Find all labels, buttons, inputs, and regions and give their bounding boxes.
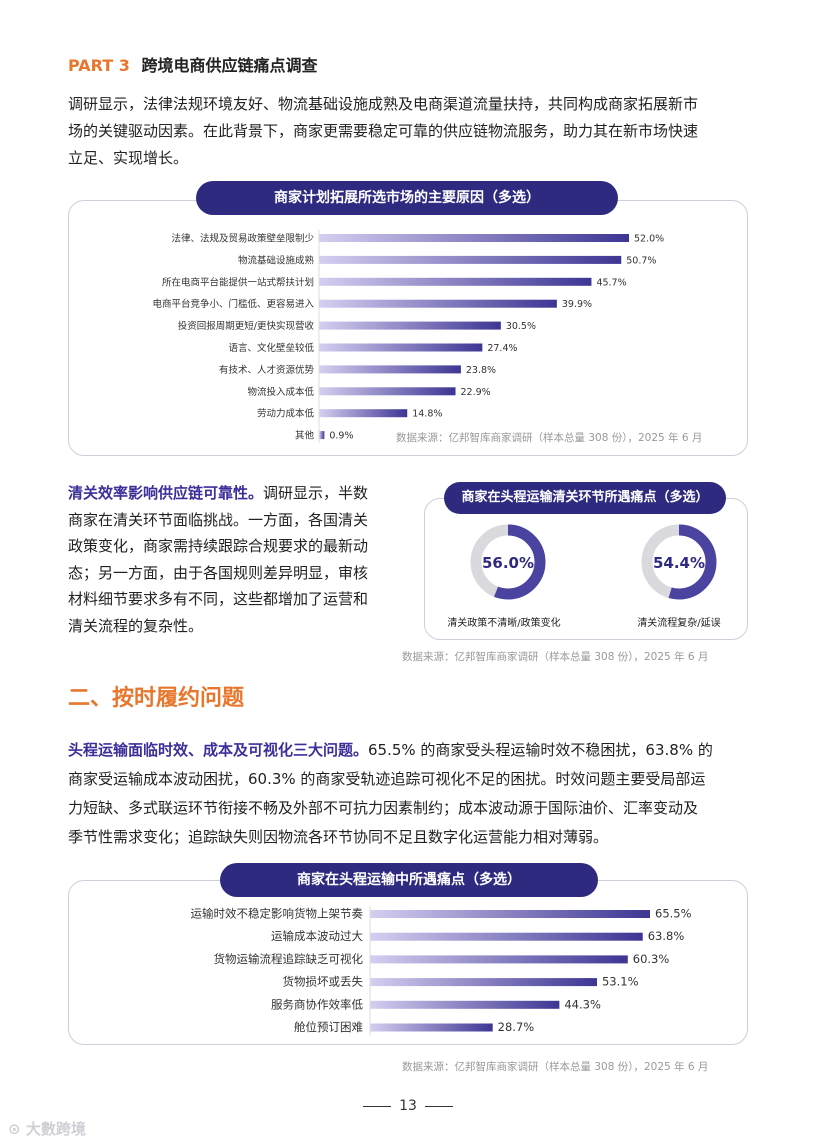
customs-line: 清关流程的复杂性。 — [68, 616, 204, 635]
bar — [370, 978, 597, 987]
customs-lead: 清关效率影响供应链可靠性。 — [68, 484, 264, 502]
intro-line: 调研显示，法律法规环境友好、物流基础设施成熟及电商渠道流量扶持，共同构成商家拓展… — [68, 95, 699, 113]
chart2-source: 数据来源：亿邦智库商家调研（样本总量 308 份），2025 年 6 月 — [402, 651, 709, 663]
section-heading: 二、按时履约问题 — [68, 686, 245, 711]
bar-value-label: 22.9% — [461, 387, 491, 398]
bar-category-label: 物流基础设施成熟 — [238, 254, 315, 266]
intro-paragraph: 调研显示，法律法规环境友好、物流基础设施成熟及电商渠道流量扶持，共同构成商家拓展… — [68, 91, 758, 172]
watermark-text: 大數跨境 — [25, 1120, 86, 1138]
bar-value-label: 53.1% — [602, 975, 639, 989]
bar-value-label: 65.5% — [655, 907, 692, 921]
bar — [319, 431, 325, 440]
bar-category-label: 运输时效不稳定影响货物上架节奏 — [191, 907, 364, 921]
bar — [319, 365, 461, 374]
chart1-svg: 法律、法规及贸易政策壁垒限制少 52.0% 物流基础设施成熟 50.7% 所在电商平台能… — [152, 230, 664, 444]
chart2-title: 商家在头程运输清关环节所遇痛点（多选） — [444, 482, 726, 514]
bar-value-label: 60.3% — [633, 952, 670, 966]
chart3-svg: 运输时效不稳定影响货物上架节奏 65.5% 运输成本波动过大 63.8% 货物运输流程追… — [191, 906, 692, 1036]
bar-value-label: 44.3% — [564, 997, 601, 1011]
customs-line: 商家在清关环节面临挑战。一方面，各国清关 — [68, 510, 369, 529]
bar-value-label: 45.7% — [596, 277, 626, 288]
bar — [319, 299, 557, 308]
bar — [319, 343, 483, 352]
bar-category-label: 服务商协作效率低 — [271, 997, 363, 1011]
bar-category-label: 电商平台竞争小、门槛低、更容易进入 — [152, 298, 314, 310]
intro-line: 场的关键驱动因素。在此背景下，商家更需要稳定可靠的供应链物流服务，助力其在新市场… — [68, 122, 699, 140]
bar-category-label: 有技术、人才资源优势 — [219, 364, 315, 376]
bar-category-label: 投资回报周期更短/更快实现营收 — [178, 320, 315, 332]
donut-arc — [470, 524, 546, 600]
customs-line: 政策变化，商家需持续跟踪合规要求的最新动 — [68, 537, 369, 555]
bar-value-label: 14.8% — [412, 409, 442, 420]
bar-category-label: 语言、文化壁垒较低 — [228, 342, 314, 354]
bar-value-label: 28.7% — [498, 1020, 535, 1034]
bar-value-label: 27.4% — [487, 343, 517, 354]
fulfill-paragraph: 头程运输面临时效、成本及可视化三大问题。65.5% 的商家受头程运输时效不稳困扰… — [68, 736, 758, 852]
bar — [370, 910, 650, 918]
fulfill-line: 力短缺、多式联运环节衔接不畅及外部不可抗力因素制约；成本波动源于国际油价、汇率变… — [68, 799, 699, 817]
fulfill-line: 65.5% 的商家受头程运输时效不稳困扰，63.8% 的 — [368, 741, 713, 759]
intro-line: 立足、实现增长。 — [68, 149, 189, 167]
bar-value-label: 39.9% — [562, 299, 592, 310]
bar-value-label: 50.7% — [626, 255, 656, 266]
page-number: 13 — [0, 1098, 816, 1114]
fulfill-line: 商家受运输成本波动困扰，60.3% 的商家受轨迹追踪可视化不足的困扰。时效问题主… — [68, 770, 706, 788]
chart3-source: 数据来源：亿邦智库商家调研（样本总量 308 份），2025 年 6 月 — [402, 1061, 709, 1073]
donut1-caption: 清关政策不清晰/政策变化 — [447, 618, 561, 629]
chart3-title: 商家在头程运输中所遇痛点（多选） — [220, 863, 598, 897]
bar — [319, 409, 408, 418]
bar-category-label: 法律、法规及贸易政策壁垒限制少 — [171, 233, 314, 245]
bar — [370, 1000, 560, 1009]
bar-value-label: 63.8% — [648, 929, 685, 943]
donut2-caption: 清关流程复杂/延误 — [637, 618, 721, 629]
part-header: PART 3 跨境电商供应链痛点调查 — [68, 52, 317, 76]
bar-category-label: 物流投入成本低 — [247, 386, 314, 398]
customs-paragraph: 清关效率影响供应链可靠性。调研显示，半数 商家在清关环节面临挑战。一方面，各国清… — [68, 480, 408, 639]
bar-category-label: 所在电商平台能提供一站式帮扶计划 — [162, 276, 314, 288]
bar — [370, 955, 628, 964]
bar-category-label: 劳动力成本低 — [257, 408, 315, 420]
bar — [319, 255, 622, 264]
page-number-rule-right — [425, 1105, 454, 1107]
chart2-svg: 56.0% 54.4% — [470, 524, 717, 600]
bar-category-label: 货物损坏或丢失 — [283, 975, 364, 989]
part-number: PART 3 — [68, 56, 130, 75]
bar-value-label: 0.9% — [329, 431, 353, 442]
donut-arc — [641, 524, 717, 600]
bar — [319, 321, 501, 330]
fulfill-lead: 头程运输面临时效、成本及可视化三大问题。 — [68, 741, 369, 759]
fulfill-line: 季节性需求变化；追踪缺失则因物流各环节协同不足且数字化运营能力相对薄弱。 — [68, 828, 609, 846]
bar-category-label: 其他 — [295, 430, 315, 442]
watermark: ⊙ 大數跨境 — [8, 1118, 86, 1139]
bar — [319, 387, 456, 396]
part-title: 跨境电商供应链痛点调查 — [141, 56, 318, 75]
chart1-title: 商家计划拓展所选市场的主要原因（多选） — [196, 181, 618, 215]
customs-line: 调研显示，半数 — [263, 484, 369, 502]
page-number-text: 13 — [399, 1098, 417, 1114]
bar — [370, 1023, 493, 1032]
watermark-logo-icon: ⊙ — [8, 1120, 21, 1138]
donut-value-label: 54.4% — [653, 554, 705, 572]
chart1-source: 数据来源：亿邦智库商家调研（样本总量 308 份），2025 年 6 月 — [396, 432, 703, 444]
bar-value-label: 30.5% — [506, 321, 536, 332]
bar-category-label: 舱位预订困难 — [294, 1020, 363, 1034]
bar-category-label: 货物运输流程追踪缺乏可视化 — [214, 952, 364, 966]
page-number-rule-left — [362, 1105, 391, 1107]
customs-line: 材料细节要求多有不同，这些都增加了运营和 — [68, 590, 369, 608]
bar — [319, 234, 629, 242]
bar-value-label: 52.0% — [634, 234, 664, 245]
donut-value-label: 56.0% — [482, 554, 534, 572]
bar-category-label: 运输成本波动过大 — [271, 929, 363, 943]
bar — [370, 932, 643, 941]
customs-line: 态；另一方面，由于各国规则差异明显，审核 — [68, 563, 369, 582]
bar — [319, 277, 592, 286]
bar-value-label: 23.8% — [466, 365, 496, 376]
